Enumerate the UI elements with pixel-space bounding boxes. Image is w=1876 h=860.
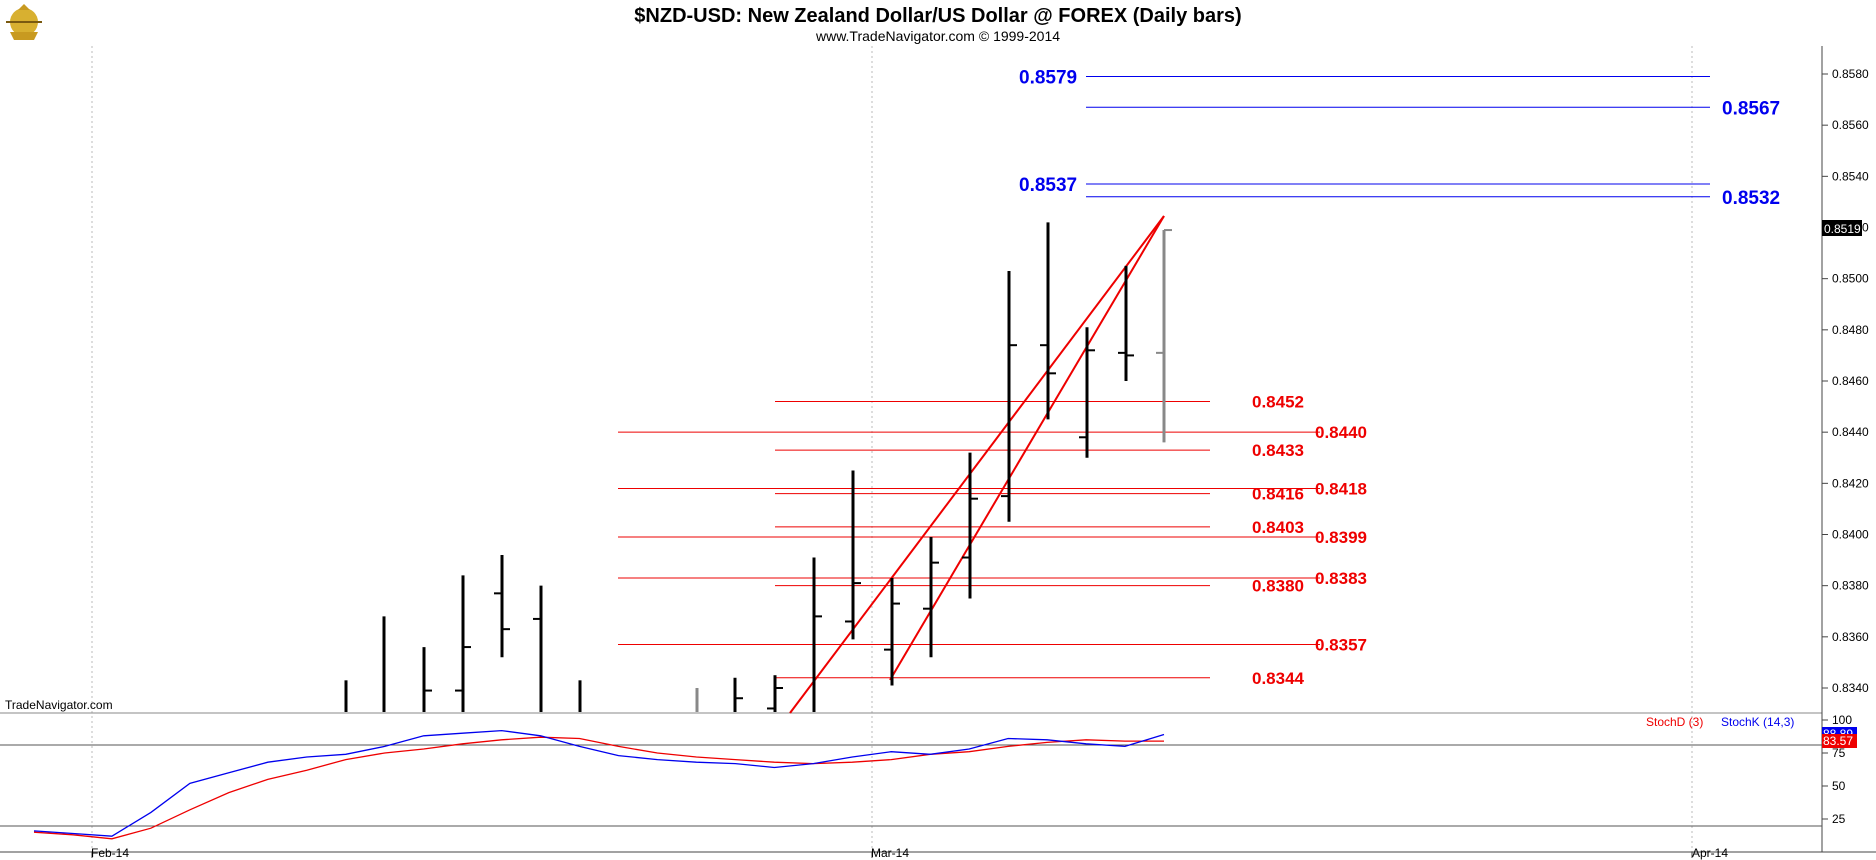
stoch-tick-label: 25 <box>1832 812 1846 826</box>
blue-level-label: 0.8537 <box>1019 175 1077 196</box>
date-x-axis: Feb-14 Mar-14 Apr-14 <box>91 846 1728 860</box>
legend-stochk: StochK (14,3) <box>1721 715 1794 729</box>
y-tick-label: 0.8440 <box>1832 425 1869 439</box>
red-level-label: 0.8399 <box>1315 528 1367 547</box>
stochd-value-box <box>1822 734 1857 748</box>
y-tick-label: 0.8500 <box>1832 272 1869 286</box>
blue-level-label: 0.8532 <box>1722 188 1780 209</box>
red-level-label: 0.8440 <box>1315 423 1367 442</box>
price-bars <box>344 222 1172 712</box>
y-tick-label: 0.8480 <box>1832 323 1869 337</box>
trade-navigator-logo-icon <box>6 4 42 40</box>
y-tick-label: 0.8460 <box>1832 374 1869 388</box>
stoch-tick-label: 75 <box>1832 746 1846 760</box>
blue-level-label: 0.8567 <box>1722 98 1780 119</box>
red-level-label: 0.8416 <box>1252 485 1304 504</box>
stoch-tick-label: 50 <box>1832 779 1846 793</box>
last-price-label: 0.8519 <box>1824 222 1861 236</box>
x-tick-label: Feb-14 <box>91 846 129 860</box>
y-tick-label: 0.8380 <box>1832 579 1869 593</box>
red-level-label: 0.8433 <box>1252 441 1304 460</box>
red-level-label: 0.8452 <box>1252 392 1304 411</box>
y-tick-label: 0.8360 <box>1832 630 1869 644</box>
y-tick-label: 0.8540 <box>1832 169 1869 183</box>
stochd-value-label: 83.57 <box>1823 734 1853 748</box>
grid <box>91 46 1693 852</box>
red-level-label: 0.8383 <box>1315 569 1367 588</box>
y-tick-label: 0.8580 <box>1832 67 1869 81</box>
y-tick-label: 0.8420 <box>1832 476 1869 490</box>
blue-levels: 0.8579 0.8567 0.8537 0.8532 <box>1019 68 1780 209</box>
stoch-lines <box>33 729 1165 840</box>
x-tick-label: Mar-14 <box>871 846 909 860</box>
stoch-y-axis: 100 75 50 25 <box>1822 713 1852 826</box>
red-level-label: 0.8344 <box>1252 669 1305 688</box>
trendline-lower <box>889 215 1165 681</box>
x-tick-label: Apr-14 <box>1692 846 1728 860</box>
red-level-label: 0.8380 <box>1252 577 1304 596</box>
header: $NZD-USD: New Zealand Dollar/US Dollar @… <box>6 4 1242 44</box>
y-tick-label: 0.8340 <box>1832 681 1869 695</box>
red-levels: 0.8452 0.8440 0.8433 0.8418 0.8416 0.8403 0.83… <box>618 392 1367 688</box>
last-price-marker: 0.8519 <box>1822 220 1862 236</box>
red-level-label: 0.8418 <box>1315 479 1367 498</box>
stochk-line <box>33 729 1165 837</box>
red-level-label: 0.8403 <box>1252 518 1304 537</box>
chart-title: $NZD-USD: New Zealand Dollar/US Dollar @… <box>634 5 1241 27</box>
y-tick-label: 0.8400 <box>1832 528 1869 542</box>
legend-stochd: StochD (3) <box>1646 715 1703 729</box>
red-level-label: 0.8357 <box>1315 636 1367 655</box>
stochd-line <box>33 736 1164 840</box>
last-price-box <box>1822 220 1862 236</box>
watermark: TradeNavigator.com <box>5 698 113 712</box>
y-tick-label: 0.8560 <box>1832 118 1869 132</box>
blue-level-label: 0.8579 <box>1019 68 1077 89</box>
stoch-value-markers: 88.89 83.57 <box>1822 727 1857 748</box>
stoch-tick-label: 100 <box>1832 713 1852 727</box>
chart-subtitle: www.TradeNavigator.com © 1999-2014 <box>815 28 1060 44</box>
